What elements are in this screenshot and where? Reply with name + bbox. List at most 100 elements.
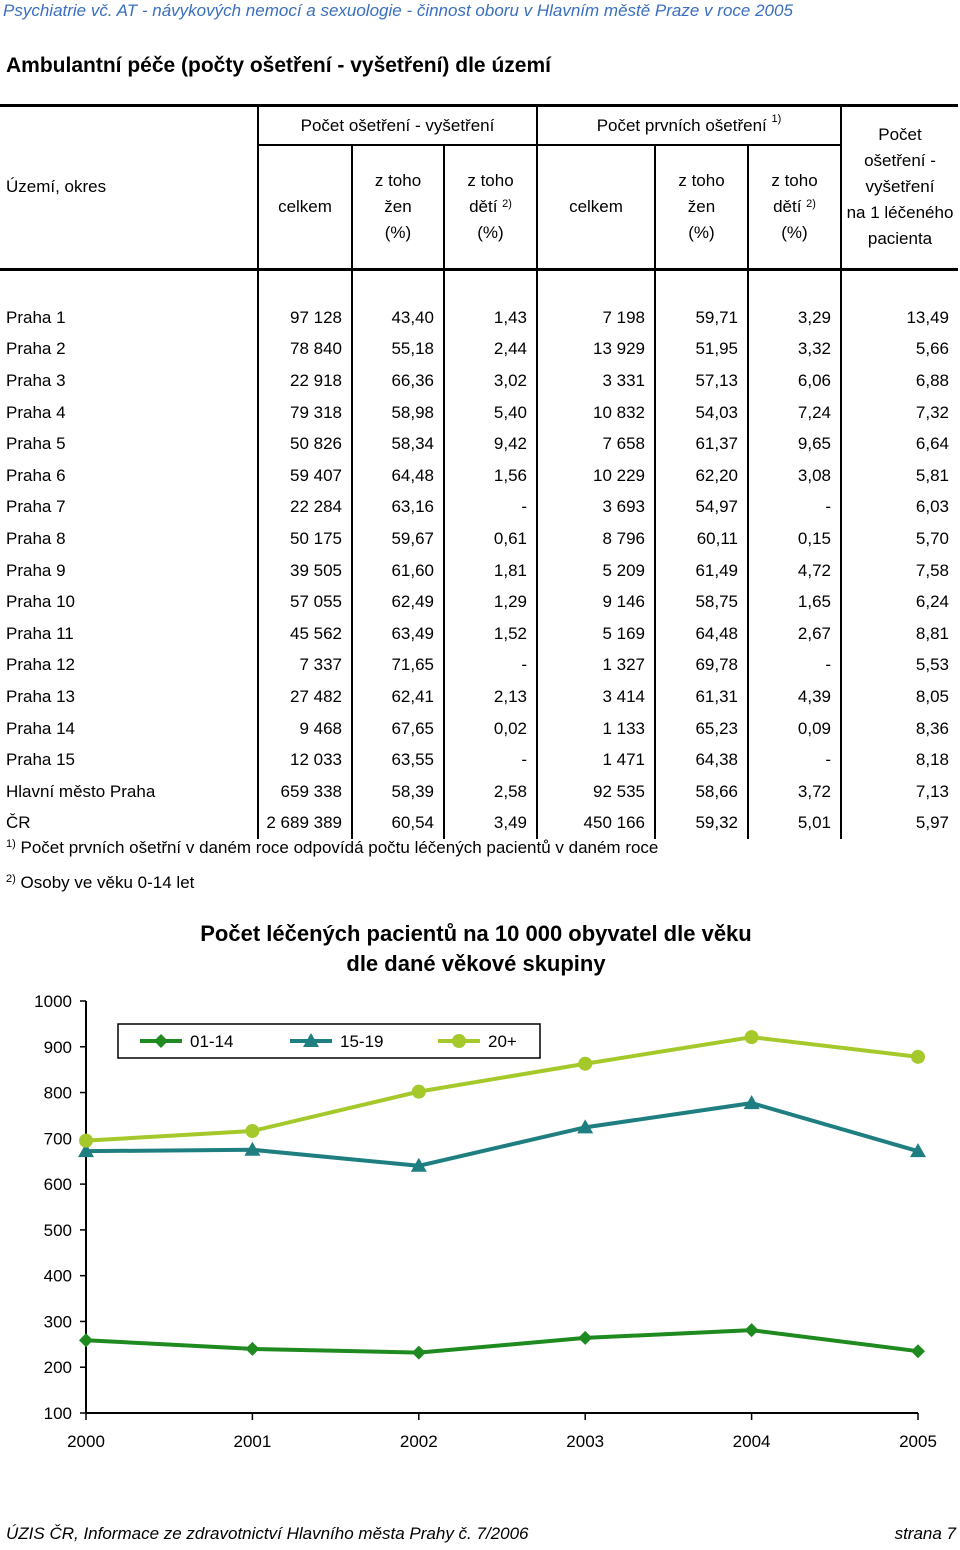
cell-first-children-pct: 6,06 bbox=[747, 365, 841, 397]
data-point-01-14 bbox=[744, 1323, 759, 1338]
cell-first-women-pct: 60,11 bbox=[654, 523, 748, 555]
data-point-01-14 bbox=[411, 1345, 426, 1360]
y-tick-label: 100 bbox=[44, 1404, 72, 1423]
cell-visits-total: 45 562 bbox=[257, 618, 352, 650]
cell-visits-women-pct: 62,49 bbox=[351, 586, 444, 619]
cell-visits-per-patient: 6,88 bbox=[840, 365, 958, 397]
cell-territory: Praha 14 bbox=[6, 718, 75, 738]
data-point-20+ bbox=[578, 1056, 593, 1071]
header-first-total: celkem bbox=[536, 145, 655, 269]
cell-visits-total: 78 840 bbox=[257, 333, 352, 366]
cell-visits-per-patient: 7,32 bbox=[840, 396, 958, 429]
chart-title-line-1: Počet léčených pacientů na 10 000 obyvat… bbox=[200, 921, 751, 946]
cell-territory: Praha 9 bbox=[6, 560, 66, 580]
cell-visits-women-pct: 58,39 bbox=[351, 776, 444, 808]
cell-first-total: 3 693 bbox=[536, 491, 655, 524]
data-point-15-19 bbox=[410, 1157, 427, 1172]
table-row: Praha 7 22 284 63,16-3 693 54,97-6,03 bbox=[0, 491, 958, 524]
cell-visits-children-pct: 1,52 bbox=[443, 618, 537, 650]
cell-visits-women-pct: 58,98 bbox=[351, 396, 444, 429]
cell-first-women-pct: 57,13 bbox=[654, 365, 748, 397]
cell-visits-women-pct: 71,65 bbox=[351, 649, 444, 682]
cell-first-total: 92 535 bbox=[536, 776, 655, 808]
header-visits-total: celkem bbox=[257, 145, 352, 269]
cell-visits-children-pct: 1,56 bbox=[443, 460, 537, 492]
cell-first-children-pct: 7,24 bbox=[747, 396, 841, 429]
cell-visits-women-pct: 59,67 bbox=[351, 523, 444, 555]
table-row: Praha 14 9 468 67,65 0,02 1 133 65,23 0,09 8,36 bbox=[0, 712, 958, 745]
cell-visits-per-patient: 5,97 bbox=[840, 807, 958, 840]
data-point-15-19 bbox=[910, 1143, 926, 1158]
line-chart: Počet léčených pacientů na 10 000 obyvat… bbox=[34, 921, 937, 1451]
legend-label-15-19: 15-19 bbox=[340, 1032, 383, 1051]
data-point-20+ bbox=[411, 1084, 426, 1099]
header-visits-children-note: 2) bbox=[502, 197, 512, 210]
y-tick-label: 1000 bbox=[34, 992, 72, 1011]
cell-first-women-pct: 58,66 bbox=[654, 776, 748, 808]
legend-marker-20+ bbox=[452, 1034, 466, 1048]
cell-first-children-pct: 3,72 bbox=[747, 776, 841, 808]
cell-visits-children-pct: 0,61 bbox=[443, 523, 537, 555]
cell-visits-children-pct: 1,43 bbox=[443, 302, 537, 334]
table-row: Praha 6 59 407 64,48 1,56 10 229 62,20 3,08 5,8… bbox=[0, 460, 958, 492]
cell-visits-women-pct: 63,55 bbox=[351, 744, 444, 776]
header-visits-women-line1: z toho bbox=[374, 170, 422, 190]
header-first-women-line1: z toho bbox=[678, 170, 725, 190]
data-point-01-14 bbox=[578, 1330, 593, 1345]
header-first-women: z toho žen (%) bbox=[654, 145, 748, 269]
series-line-15-19 bbox=[85, 1101, 919, 1168]
cell-territory: Praha 15 bbox=[6, 750, 75, 770]
legend-label-01-14: 01-14 bbox=[190, 1032, 233, 1051]
cell-first-women-pct: 58,75 bbox=[654, 586, 748, 619]
cell-first-children-pct: 4,72 bbox=[747, 554, 841, 587]
table-row: Praha 1 97 128 43,40 1,43 7 198 59,71 3,29 13,4… bbox=[0, 302, 958, 334]
footnote-1-text: Počet prvních ošetřní v daném roce odpov… bbox=[20, 838, 659, 857]
cell-visits-women-pct: 64,48 bbox=[351, 460, 444, 492]
footer-page-number: strana 7 bbox=[894, 1524, 956, 1543]
cell-visits-total: 59 407 bbox=[257, 460, 352, 492]
table-row: Praha 12 7 337 71,65-1 327 69,78-5,53 bbox=[0, 649, 958, 682]
data-point-15-19 bbox=[244, 1141, 261, 1156]
cell-visits-women-pct: 60,54 bbox=[351, 807, 444, 840]
table-row: Praha 11 45 562 63,49 1,52 5 169 64,48 2,67 8,8… bbox=[0, 618, 958, 650]
y-tick-label: 800 bbox=[44, 1084, 72, 1103]
chart-title-line-2: dle dané věkové skupiny bbox=[346, 951, 606, 976]
cell-first-children-pct: 4,39 bbox=[747, 681, 841, 713]
cell-territory: Praha 4 bbox=[6, 402, 66, 422]
cell-first-women-pct: 62,20 bbox=[654, 460, 748, 492]
document-title: Ambulantní péče (počty ošetření - vyšetř… bbox=[6, 54, 551, 77]
data-point-15-19 bbox=[577, 1119, 594, 1134]
cell-first-women-pct: 65,23 bbox=[654, 712, 748, 745]
cell-visits-per-patient: 7,58 bbox=[840, 554, 958, 587]
cell-first-children-pct: 3,29 bbox=[747, 302, 841, 334]
cell-visits-total: 27 482 bbox=[257, 681, 352, 713]
header-territory: Území, okres bbox=[6, 177, 107, 197]
cell-visits-children-pct: - bbox=[443, 649, 537, 682]
header-visits-per-patient: Počet ošetření - vyšetření na 1 léčeného… bbox=[840, 105, 958, 269]
cell-visits-per-patient: 8,05 bbox=[840, 681, 958, 713]
cell-visits-women-pct: 62,41 bbox=[351, 681, 444, 713]
cell-first-children-pct: - bbox=[747, 491, 841, 524]
cell-territory: Praha 11 bbox=[6, 623, 74, 643]
table-row: Praha 5 50 826 58,34 9,42 7 658 61,37 9,65 6,64 bbox=[0, 428, 958, 461]
table-row: Praha 3 22 918 66,36 3,02 3 331 57,13 6,06 6,88 bbox=[0, 365, 958, 397]
cell-visits-per-patient: 6,24 bbox=[840, 586, 958, 619]
header-first-women-line3: (%) bbox=[688, 222, 715, 242]
cell-first-women-pct: 61,37 bbox=[654, 428, 748, 461]
y-tick-label: 600 bbox=[44, 1175, 72, 1194]
footnote-1-mark: 1) bbox=[6, 838, 16, 850]
cell-visits-children-pct: 9,42 bbox=[443, 428, 537, 461]
cell-first-women-pct: 54,97 bbox=[654, 491, 748, 524]
y-tick-label: 300 bbox=[44, 1312, 72, 1331]
cell-first-children-pct: - bbox=[747, 744, 841, 776]
cell-first-total: 7 198 bbox=[536, 302, 655, 334]
cell-first-women-pct: 69,78 bbox=[654, 649, 748, 682]
cell-visits-per-patient: 7,13 bbox=[840, 776, 958, 808]
cell-first-children-pct: 0,15 bbox=[747, 523, 841, 555]
table-row: Hlavní město Praha 659 338 58,39 2,58 92 535… bbox=[0, 776, 958, 808]
cell-visits-children-pct: 5,40 bbox=[443, 396, 537, 429]
table-row: Praha 8 50 175 59,67 0,61 8 796 60,11 0,15 5,70 bbox=[0, 523, 958, 555]
cell-territory: Praha 1 bbox=[6, 307, 66, 327]
cell-first-total: 1 327 bbox=[536, 649, 655, 682]
cell-visits-total: 79 318 bbox=[257, 396, 352, 429]
